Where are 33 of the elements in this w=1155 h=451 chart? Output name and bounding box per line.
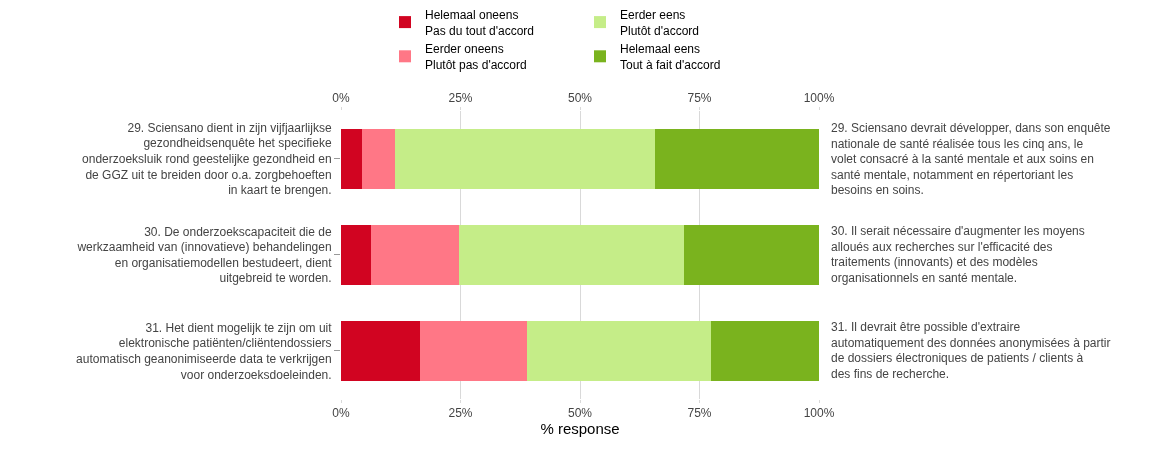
- y2-tick-label: 31. Il devrait être possible d'extraire automatiquement des données anonymisées à partir de dossiers électroniques de patients / clients à des fins de recherche.: [831, 320, 1111, 381]
- bar: [683, 225, 819, 285]
- y-tick-label: 30. De onderzoekscapaciteit die de werkzaamheid van (innovatieve) behandelingen en organisatiemodellen bestudeert, dient uitgebreid te worden.: [76, 224, 333, 286]
- bar: [370, 225, 459, 285]
- x-tick-label: 0%: [332, 91, 350, 105]
- bar: [458, 225, 684, 285]
- bar: [341, 225, 371, 285]
- bar: [419, 321, 527, 381]
- legend-label: Eerder oneens Plutôt pas d'accord: [425, 42, 527, 72]
- bar: [711, 321, 819, 381]
- bar: [526, 321, 712, 381]
- bar: [655, 129, 819, 189]
- x2-tick-label: 100%: [803, 406, 835, 421]
- x-axis-title: % response: [540, 420, 620, 438]
- y2-tick-label: 29. Sciensano devrait développer, dans son enquête nationale de santé réalisée tous les cinq ans, le volet consacré à la santé mentale et aux soins en santé mentale, notamment en répertoriant les besoins en soins.: [831, 121, 1111, 198]
- x-tick-label: 100%: [803, 91, 835, 105]
- legend-label: Eerder eens Plutôt d'accord: [620, 7, 700, 38]
- y-tick-label: 29. Sciensano dient in zijn vijfjaarlijkse gezondheidsenquête het specifieke onderzoeksluik rond geestelijke gezondheid en de GGZ uit te breiden door o.a. zorgbehoeften in kaart te brengen.: [82, 120, 332, 198]
- x2-tick-label: 50%: [567, 406, 593, 421]
- y2-tick-label: 30. Il serait nécessaire d'augmenter les moyens alloués aux recherches sur l'efficacité des traitements (innovants) et des modèles organisationnels en santé mentale.: [831, 224, 1085, 285]
- bar: [361, 129, 396, 189]
- y-tick-label: 31. Het dient mogelijk te zijn om uit elektronische patiënten/cliëntendossiers automatisch geanonimiseerde data te verkrijgen voor onderzoeksdoeleinden.: [76, 320, 333, 382]
- legend-label: Helemaal eens Tout à fait d'accord: [620, 42, 721, 72]
- x2-tick-label: 0%: [332, 406, 350, 421]
- x-tick-label: 50%: [567, 91, 593, 105]
- x2-tick-label: 25%: [448, 406, 473, 421]
- x2-tick-label: 75%: [687, 406, 712, 421]
- bar: [341, 321, 420, 381]
- x-tick-label: 25%: [448, 91, 473, 105]
- x-tick-label: 75%: [687, 91, 712, 105]
- bar: [341, 129, 362, 189]
- legend-label: Helemaal oneens Pas du tout d'accord: [425, 7, 535, 38]
- bar: [395, 129, 656, 189]
